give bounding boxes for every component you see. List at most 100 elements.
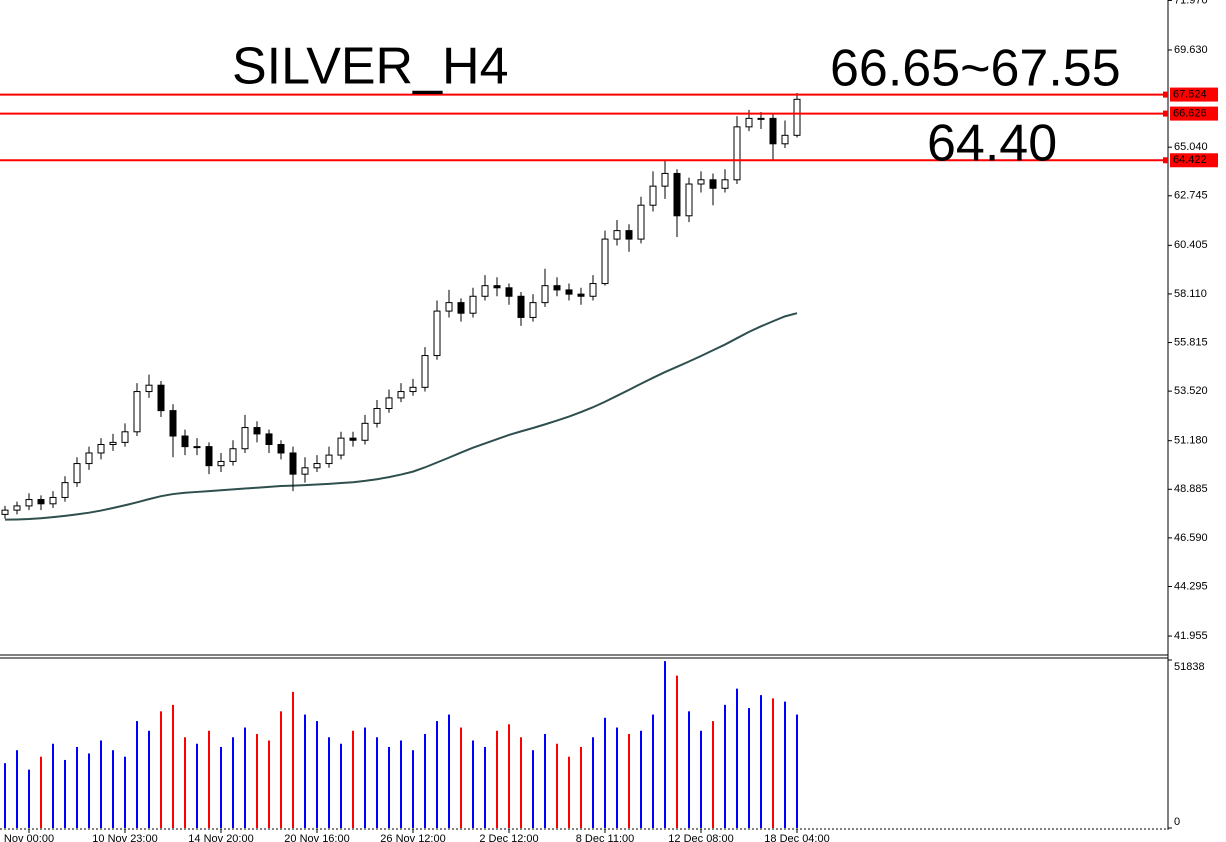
level-marker	[1163, 91, 1168, 98]
candle-body	[481, 285, 489, 297]
candle-body	[613, 230, 621, 240]
y-tick-label: 51.180	[1174, 435, 1208, 447]
candle-body	[397, 391, 405, 399]
candle-body	[193, 446, 201, 449]
candle-body	[73, 463, 81, 484]
y-tick-label: 69.630	[1174, 44, 1208, 56]
chart-title: SILVER_H4	[232, 38, 509, 96]
y-tick-label: 65.040	[1174, 141, 1208, 153]
x-tick-label: 8 Dec 11:00	[576, 833, 635, 842]
x-tick-label: 18 Dec 04:00	[764, 833, 829, 842]
level-label: 66.626	[1173, 107, 1207, 119]
y-tick-label: 48.885	[1174, 483, 1208, 495]
candle-body	[769, 117, 777, 145]
y-tick-label: 71.970	[1174, 0, 1208, 6]
candle-body	[685, 183, 693, 217]
candle-body	[145, 384, 153, 393]
candle-body	[469, 295, 477, 314]
candle-body	[61, 482, 69, 498]
candle-body	[673, 172, 681, 217]
candle-body	[589, 283, 597, 297]
candle-body	[517, 295, 525, 318]
moving-average	[4, 312, 798, 521]
y-tick-label: 53.520	[1174, 385, 1208, 397]
level-marker	[1163, 157, 1168, 164]
candle-body	[445, 302, 453, 312]
candle-body	[745, 117, 753, 128]
annotation: 66.65~67.55	[830, 40, 1121, 98]
candle-body	[457, 302, 465, 314]
level-label: 64.422	[1173, 154, 1207, 166]
candle-body	[565, 289, 573, 295]
candle-body	[529, 302, 537, 318]
candle-body	[277, 444, 285, 454]
candle-body	[241, 427, 249, 450]
volume-tick-label: 0	[1174, 816, 1180, 828]
y-tick-label: 60.405	[1174, 239, 1208, 251]
candle-body	[697, 179, 705, 185]
candle-body	[421, 355, 429, 388]
y-tick-label: 41.955	[1174, 630, 1208, 642]
x-tick-label: 10 Nov 23:00	[92, 833, 157, 842]
candle-body	[793, 98, 801, 136]
candle-body	[301, 467, 309, 475]
candle-body	[121, 431, 129, 443]
y-tick-label: 62.745	[1174, 190, 1208, 202]
candle-body	[1, 509, 9, 515]
candle-body	[625, 230, 633, 240]
candle-body	[13, 505, 21, 511]
x-tick-label: 20 Nov 16:00	[284, 833, 349, 842]
volume-tick-label: 51838	[1174, 661, 1205, 673]
candle-body	[721, 179, 729, 189]
candle-body	[85, 452, 93, 465]
candle-body	[361, 422, 369, 441]
candle-body	[409, 386, 417, 393]
level-label-box	[1170, 106, 1218, 121]
candle-body	[37, 499, 45, 505]
candle-body	[169, 410, 177, 437]
x-tick-label: 2 Dec 12:00	[479, 833, 538, 842]
candle-body	[325, 454, 333, 465]
candle-body	[649, 185, 657, 206]
candle-body	[661, 172, 669, 187]
candle-body	[265, 433, 273, 446]
y-tick-label: 44.295	[1174, 580, 1208, 592]
x-tick-label: 14 Nov 20:00	[188, 833, 253, 842]
candle-body	[757, 117, 765, 120]
candle-body	[49, 496, 57, 505]
candle-body	[385, 397, 393, 410]
annotation: 64.40	[927, 115, 1057, 173]
candle-body	[337, 437, 345, 456]
candle-body	[541, 285, 549, 304]
candle-body	[289, 452, 297, 475]
x-tick-label: 12 Dec 08:00	[668, 833, 733, 842]
candle-body	[433, 310, 441, 357]
candle-body	[253, 427, 261, 435]
level-label-box	[1170, 87, 1218, 102]
y-tick-label: 46.590	[1174, 532, 1208, 544]
candle-body	[709, 179, 717, 189]
level-label: 67.524	[1173, 88, 1207, 100]
x-tick-label: Nov 00:00	[4, 833, 54, 842]
candle-body	[349, 437, 357, 441]
candle-body	[205, 446, 213, 467]
y-tick-label: 55.815	[1174, 336, 1208, 348]
candle-body	[553, 285, 561, 291]
y-tick-label: 58.110	[1174, 288, 1207, 300]
candle-body	[25, 499, 33, 507]
candle-body	[229, 448, 237, 462]
candle-body	[181, 435, 189, 448]
candle-body	[133, 391, 141, 433]
candle-body	[313, 463, 321, 469]
level-label-box	[1170, 153, 1218, 168]
x-tick-label: 26 Nov 12:00	[380, 833, 445, 842]
candle-body	[577, 293, 585, 297]
candle-body	[109, 441, 117, 446]
candle-body	[97, 444, 105, 454]
candle-body	[505, 287, 513, 297]
candle-body	[493, 285, 501, 289]
candle-body	[601, 238, 609, 285]
candle-body	[217, 460, 225, 467]
